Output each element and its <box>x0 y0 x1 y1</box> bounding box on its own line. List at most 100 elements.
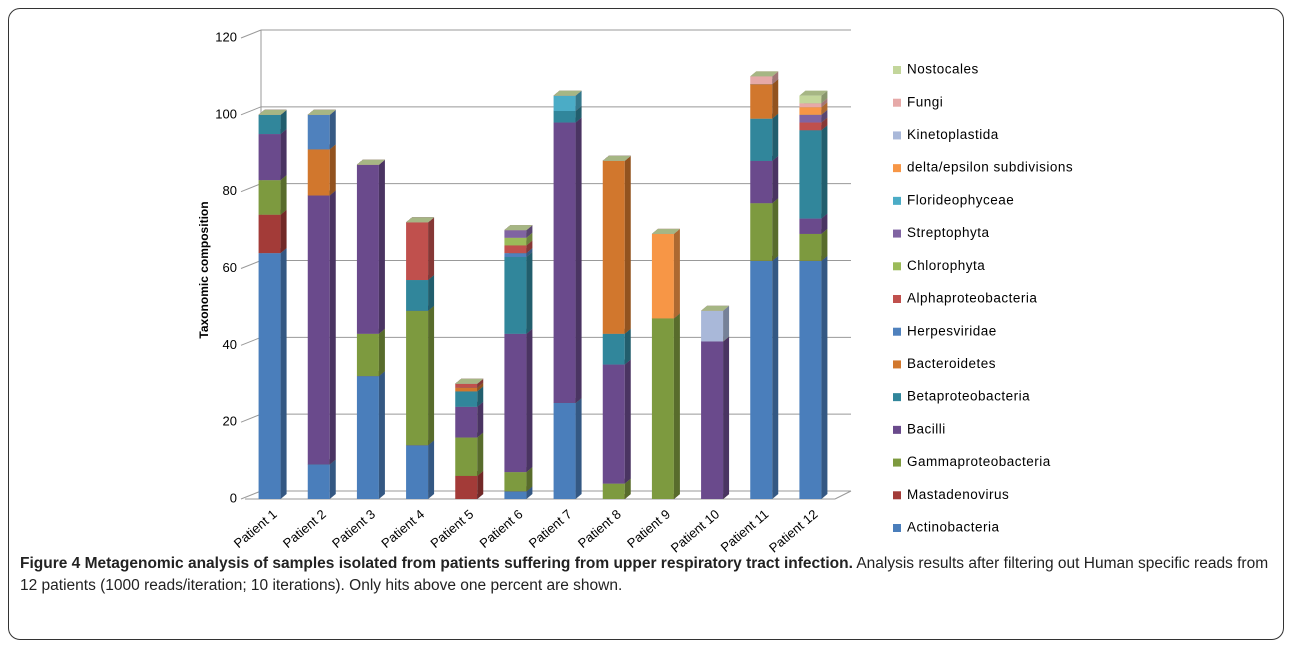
bar-segment <box>504 237 527 246</box>
bar-side <box>329 190 336 465</box>
bar-side <box>575 105 582 123</box>
legend-swatch <box>893 66 901 74</box>
bar-segment <box>602 333 625 365</box>
x-tick-label: Patient 9 <box>624 506 673 550</box>
bar-side <box>821 213 828 234</box>
y-tick-label: 120 <box>215 29 237 44</box>
bar-side <box>575 397 582 499</box>
bar-segment <box>553 95 576 111</box>
legend-label: delta/epsilon subdivisions <box>907 160 1073 175</box>
bar-segment <box>356 333 379 377</box>
bar-segment <box>799 260 822 499</box>
bar-side <box>280 209 287 254</box>
legend-label: Alphaproteobacteria <box>907 291 1037 306</box>
bar-segment <box>602 364 625 484</box>
bar-side <box>624 359 631 484</box>
bar-segment <box>258 253 281 499</box>
legend-label: Mastadenovirus <box>907 487 1009 502</box>
bar-segment <box>258 214 281 254</box>
bar-segment <box>701 341 724 499</box>
bar-segment <box>356 376 379 499</box>
tick-mark <box>240 336 262 346</box>
legend-swatch <box>893 131 901 140</box>
bar-segment <box>799 233 822 261</box>
bar-segment <box>406 445 429 499</box>
bar-segment <box>455 387 478 392</box>
tick-mark <box>240 413 262 423</box>
bar-side <box>378 159 385 334</box>
bar-segment <box>258 134 281 181</box>
bar-top <box>602 155 631 161</box>
bar-segment <box>504 491 527 499</box>
y-axis-label: Taxonomic composition <box>197 201 211 338</box>
bar-side <box>526 240 533 254</box>
tick-mark <box>240 106 262 116</box>
bar-segment <box>455 475 478 499</box>
legend-label: Gammaproteobacteria <box>907 454 1051 469</box>
x-tick-label: Patient 6 <box>477 506 526 550</box>
legend-swatch <box>893 360 901 369</box>
x-tick-label: Patient 11 <box>718 506 772 555</box>
bar-side <box>526 486 533 499</box>
x-tick-label: Patient 5 <box>427 506 476 550</box>
bar-side <box>477 432 484 476</box>
bar-side <box>723 305 730 342</box>
bar-side <box>723 336 730 499</box>
bar-segment <box>750 160 773 204</box>
bar-segment <box>504 472 527 492</box>
tick-mark <box>240 260 262 269</box>
bar-side <box>673 313 680 499</box>
bar-segment <box>504 333 527 473</box>
bar-side <box>821 90 828 104</box>
bar-side <box>329 109 336 150</box>
bar-side <box>673 228 680 319</box>
bar-side <box>428 275 435 311</box>
bar-side <box>280 175 287 215</box>
bar-side <box>772 71 779 85</box>
bar-side <box>821 255 828 499</box>
bar-side <box>575 90 582 111</box>
bar-side <box>821 98 828 108</box>
bar-side <box>329 144 336 196</box>
bar-segment <box>307 114 330 150</box>
bar-segment <box>799 107 822 115</box>
bar-segment <box>455 391 478 407</box>
legend-swatch <box>893 262 901 271</box>
bar-side <box>428 305 435 446</box>
x-tick-label: Patient 8 <box>575 506 624 550</box>
bar-segment <box>455 383 478 388</box>
bar-segment <box>406 310 429 446</box>
bar-top <box>750 71 779 77</box>
bar-segment <box>553 110 576 123</box>
x-tick-label: Patient 10 <box>668 506 722 555</box>
bar-segment <box>799 218 822 234</box>
legend-swatch <box>893 98 901 107</box>
legend-swatch <box>893 393 901 402</box>
y-tick-label: 100 <box>215 106 237 121</box>
x-tick-label: Patient 4 <box>378 506 427 550</box>
y-tick-label: 80 <box>223 183 237 198</box>
x-tick-label: Patient 1 <box>231 506 280 550</box>
bar-side <box>280 109 287 135</box>
bar-segment <box>553 122 576 403</box>
tick-mark <box>240 29 262 39</box>
bar-segment <box>701 310 724 342</box>
bar-side <box>772 79 779 119</box>
legend-swatch <box>893 229 901 238</box>
bar-segment <box>799 122 822 131</box>
bar-top <box>455 378 484 384</box>
bar-side <box>329 459 336 499</box>
bar-segment <box>455 437 478 476</box>
bar-side <box>821 102 828 115</box>
bar-top <box>701 305 730 311</box>
bar-side <box>526 232 533 246</box>
bar-top <box>651 228 680 234</box>
bar-segment <box>406 222 429 281</box>
caption: Figure 4 Metagenomic analysis of samples… <box>20 553 1270 597</box>
bar-segment <box>750 118 773 161</box>
bar-side <box>477 470 484 499</box>
bar-side <box>526 328 533 473</box>
bar-segment <box>799 130 822 219</box>
